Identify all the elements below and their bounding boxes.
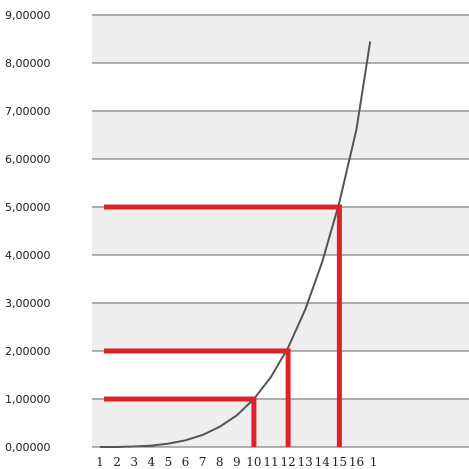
y-tick-label: 8,00000: [5, 57, 51, 70]
x-tick-label: 3: [130, 455, 138, 469]
y-tick-label: 7,00000: [5, 105, 51, 118]
x-tick-label: 9: [233, 455, 241, 469]
x-axis-ticks: 1 2 3 4 5 6 7 8 9 10 11 12 13 14 15 16 1: [96, 455, 377, 469]
x-tick-label: 7: [199, 455, 207, 469]
plot-band: [92, 63, 469, 111]
y-axis-ticks: 0,00000 1,00000 2,00000 3,00000 4,00000 5,000…: [5, 9, 51, 454]
x-tick-label: 12: [280, 455, 295, 469]
plot-band: [92, 15, 469, 63]
y-tick-label: 9,00000: [5, 9, 51, 22]
plot-band: [92, 351, 469, 399]
y-tick-label: 3,00000: [5, 297, 51, 310]
x-tick-label: 8: [216, 455, 224, 469]
y-tick-label: 5,00000: [5, 201, 51, 214]
x-tick-label: 4: [147, 455, 155, 469]
plot-bands: [92, 15, 469, 447]
x-tick-label: 5: [165, 455, 173, 469]
plot-band: [92, 255, 469, 303]
x-tick-label: 1: [96, 455, 104, 469]
x-tick-label: 14: [315, 455, 331, 469]
x-tick-label: 2: [113, 455, 121, 469]
plot-band: [92, 303, 469, 351]
x-tick-label: 16: [349, 455, 364, 469]
y-tick-label: 2,00000: [5, 345, 51, 358]
plot-band: [92, 159, 469, 207]
y-tick-label: 4,00000: [5, 249, 51, 262]
x-tick-label: 1: [370, 455, 378, 469]
y-tick-label: 0,00000: [5, 441, 51, 454]
plot-band: [92, 111, 469, 159]
y-tick-label: 6,00000: [5, 153, 51, 166]
x-tick-label: 13: [298, 455, 313, 469]
x-tick-label: 11: [263, 455, 278, 469]
x-tick-label: 6: [182, 455, 190, 469]
x-tick-label: 15: [332, 455, 347, 469]
x-tick-label: 10: [246, 455, 261, 469]
plot-band: [92, 399, 469, 447]
plot-band: [92, 207, 469, 255]
y-tick-label: 1,00000: [5, 393, 51, 406]
